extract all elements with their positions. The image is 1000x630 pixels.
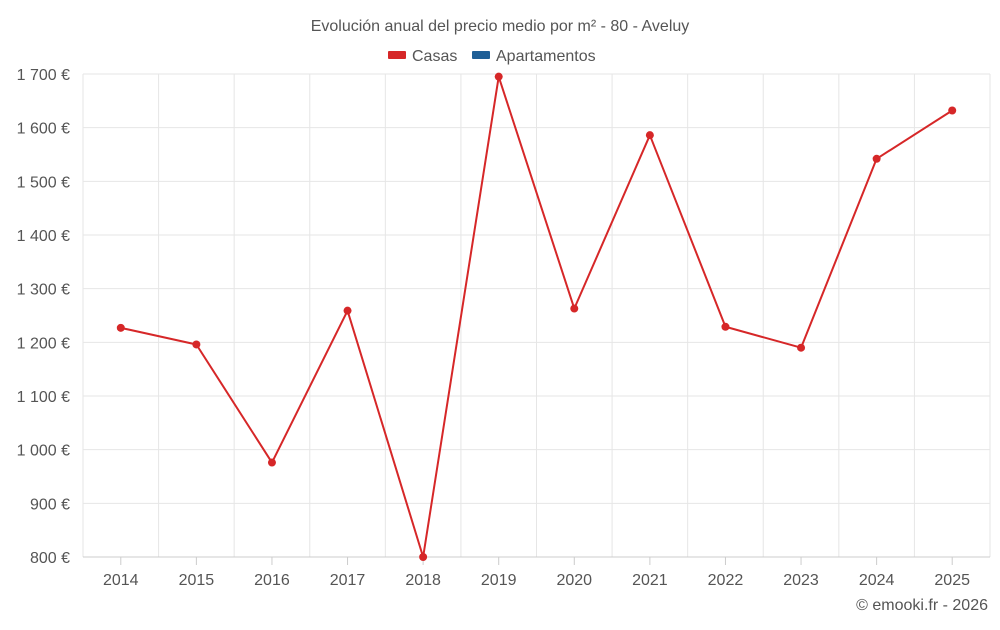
x-tick-label: 2024 (859, 572, 895, 589)
data-point[interactable] (267, 458, 276, 467)
data-point[interactable] (192, 340, 201, 349)
y-tick-label: 1 000 € (17, 443, 70, 460)
legend-label: Casas (412, 48, 457, 65)
y-tick-label: 900 € (30, 496, 70, 513)
legend-item-1[interactable]: Apartamentos (472, 48, 596, 65)
series-line-0[interactable] (120, 75, 953, 558)
x-gridlines (82, 74, 991, 557)
legend[interactable]: Casas Apartamentos (388, 48, 596, 65)
x-tick-label: 2025 (934, 572, 970, 589)
y-tick-label: 1 400 € (17, 228, 70, 245)
legend-item-0[interactable]: Casas (388, 48, 457, 65)
y-axis: 800 € 900 € 1 000 € 1 100 € 1 200 € 1 300 € 1 … (17, 67, 70, 567)
credit-text[interactable]: © emooki.fr - 2026 (856, 597, 988, 614)
data-point[interactable] (872, 154, 881, 163)
data-point[interactable] (645, 131, 654, 140)
legend-swatch (388, 51, 406, 59)
x-tick-label: 2021 (632, 572, 668, 589)
y-tick-label: 1 100 € (17, 389, 70, 406)
x-tick-label: 2018 (405, 572, 441, 589)
data-point[interactable] (494, 72, 503, 81)
chart-title: Evolución anual del precio medio por m² … (311, 18, 690, 35)
data-point[interactable] (797, 343, 806, 352)
x-tick-label: 2016 (254, 572, 290, 589)
series-layer (116, 72, 957, 561)
x-tick-label: 2014 (103, 572, 139, 589)
y-tick-label: 1 300 € (17, 282, 70, 299)
legend-label: Apartamentos (496, 48, 596, 65)
x-tick-label: 2019 (481, 572, 517, 589)
data-point[interactable] (419, 553, 428, 561)
x-tick-label: 2020 (556, 572, 592, 589)
x-tick-label: 2022 (708, 572, 744, 589)
y-tick-label: 1 600 € (17, 121, 70, 138)
y-tick-label: 1 700 € (17, 67, 70, 84)
y-tick-label: 800 € (30, 550, 70, 567)
x-tick-label: 2023 (783, 572, 819, 589)
data-point[interactable] (721, 322, 730, 331)
data-point[interactable] (116, 323, 125, 332)
y-tick-label: 1 500 € (17, 174, 70, 191)
legend-swatch (472, 51, 490, 59)
x-tick-label: 2017 (330, 572, 366, 589)
x-tick-label: 2015 (179, 572, 215, 589)
data-point[interactable] (948, 106, 957, 115)
data-point[interactable] (570, 304, 579, 313)
y-tick-label: 1 200 € (17, 335, 70, 352)
data-point[interactable] (343, 306, 352, 315)
x-axis: 2014 2015 2016 2017 2018 2019 2020 2021 2022 2023… (83, 556, 990, 589)
